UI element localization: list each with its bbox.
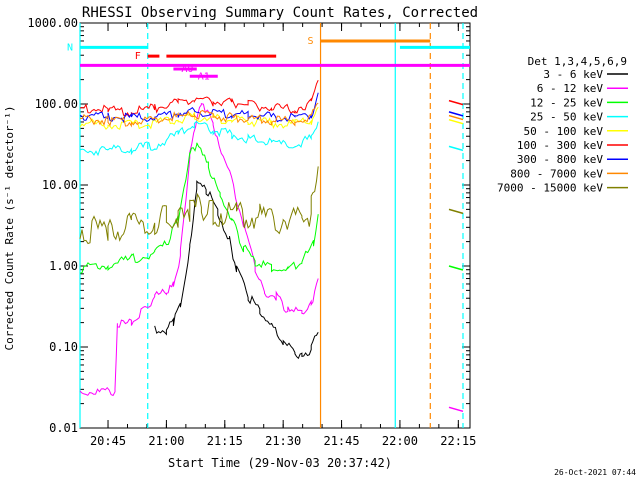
legend-entry: 7000 - 15000 keV: [497, 182, 603, 195]
legend-entry: 300 - 800 keV: [517, 153, 603, 166]
flag-label: A0: [181, 64, 193, 75]
x-tick-label: 22:15: [440, 434, 476, 448]
legend-entry: 6 - 12 keV: [537, 82, 604, 95]
y-tick-label: 1000.00: [27, 16, 78, 30]
legend-entry: 12 - 25 keV: [530, 96, 603, 109]
y-tick-label: 1.00: [49, 259, 78, 273]
y-tick-label: 0.10: [49, 340, 78, 354]
legend-header: Det 1,3,4,5,6,9: [528, 55, 627, 68]
flag-label: N: [67, 42, 73, 53]
series-line: [154, 180, 319, 360]
footer-date: 26-Oct-2021 07:44: [554, 468, 636, 477]
x-tick-label: 22:00: [382, 434, 418, 448]
series-line: [79, 79, 319, 118]
series-segment-after-gap: [448, 406, 464, 413]
series-segment-after-gap: [448, 111, 464, 117]
legend-entry: 3 - 6 keV: [543, 68, 603, 81]
series-line: [79, 92, 319, 123]
series-segment-after-gap: [448, 118, 464, 125]
legend-entry: 800 - 7000 keV: [510, 167, 603, 180]
series-segment-after-gap: [448, 265, 464, 271]
flag-label: F: [135, 51, 141, 62]
series-segment-after-gap: [448, 114, 464, 121]
legend-entry: 100 - 300 keV: [517, 139, 603, 152]
x-tick-label: 21:00: [148, 434, 184, 448]
series-segment-after-gap: [448, 99, 464, 106]
legend-entry: 50 - 100 keV: [524, 125, 604, 138]
x-tick-label: 21:15: [207, 434, 243, 448]
series-line: [79, 102, 319, 397]
series-line: [79, 106, 319, 130]
y-axis-label: Corrected Count Rate (s⁻¹ detector⁻¹): [3, 105, 16, 350]
y-tick-label: 10.00: [42, 178, 78, 192]
series-line: [79, 166, 319, 245]
x-tick-label: 20:45: [90, 434, 126, 448]
series-line: [79, 120, 319, 157]
legend-entry: 25 - 50 keV: [530, 111, 603, 124]
x-axis-label: Start Time (29-Nov-03 20:37:42): [168, 456, 392, 470]
x-tick-label: 21:30: [265, 434, 301, 448]
chart-title: RHESSI Observing Summary Count Rates, Co…: [82, 5, 478, 21]
flag-label: A1: [198, 71, 210, 82]
flag-label: S: [308, 36, 314, 47]
plot-area: 0.01 0.10 1.00 10.00 100.00 1000.00 20:45 21:00…: [27, 16, 476, 448]
y-tick-label: 0.01: [49, 421, 78, 435]
series-segment-after-gap: [448, 145, 464, 152]
series-segment-after-gap: [448, 208, 464, 215]
series-line: [79, 142, 319, 274]
y-tick-label: 100.00: [35, 97, 78, 111]
series-line: [79, 102, 319, 128]
x-tick-label: 21:45: [323, 434, 359, 448]
